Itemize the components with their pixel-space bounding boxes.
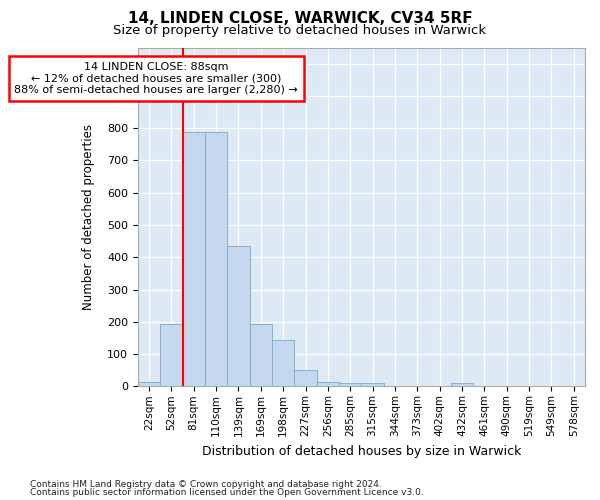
Bar [361,383,384,386]
Bar [250,324,272,386]
Text: 14, LINDEN CLOSE, WARWICK, CV34 5RF: 14, LINDEN CLOSE, WARWICK, CV34 5RF [128,11,472,26]
Text: Size of property relative to detached houses in Warwick: Size of property relative to detached ho… [113,24,487,37]
Bar [160,324,182,386]
X-axis label: Distribution of detached houses by size in Warwick: Distribution of detached houses by size … [202,444,521,458]
Y-axis label: Number of detached properties: Number of detached properties [82,124,95,310]
Text: Contains HM Land Registry data © Crown copyright and database right 2024.: Contains HM Land Registry data © Crown c… [30,480,382,489]
Bar [138,382,160,386]
Bar [317,382,339,386]
Bar [295,370,317,386]
Bar [227,246,250,386]
Text: Contains public sector information licensed under the Open Government Licence v3: Contains public sector information licen… [30,488,424,497]
Bar [182,132,205,386]
Bar [272,340,295,386]
Bar [205,132,227,386]
Bar [451,383,473,386]
Bar [339,383,361,386]
Text: 14 LINDEN CLOSE: 88sqm
← 12% of detached houses are smaller (300)
88% of semi-de: 14 LINDEN CLOSE: 88sqm ← 12% of detached… [14,62,298,95]
